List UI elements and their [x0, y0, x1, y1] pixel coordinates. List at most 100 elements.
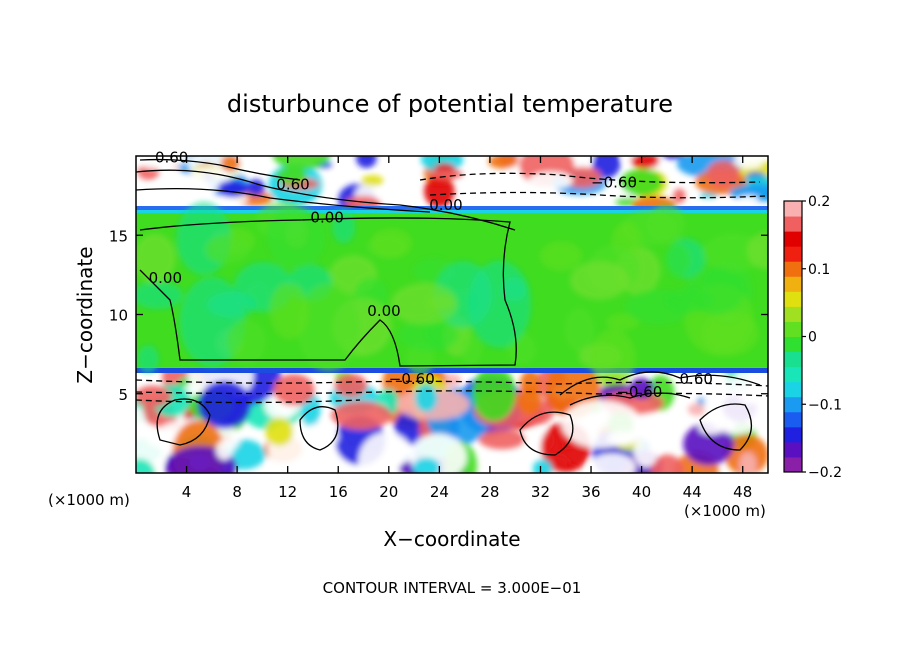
- contour-line: [139, 158, 301, 181]
- x-axis-label: X−coordinate: [383, 527, 520, 551]
- field-blob: [703, 233, 764, 273]
- field-blob: [687, 374, 743, 399]
- field-blob: [227, 319, 267, 365]
- colorbar-swatch: [784, 381, 802, 398]
- field-blob: [517, 385, 542, 416]
- field-blob: [733, 156, 764, 169]
- field-blob: [246, 179, 265, 197]
- colorbar-swatch: [784, 276, 802, 292]
- contour-line: [139, 217, 517, 367]
- colorbar-swatch: [784, 306, 802, 322]
- field-blob: [620, 168, 663, 196]
- field-blob: [687, 403, 708, 416]
- field-blob: [266, 205, 326, 269]
- colorbar-swatch: [784, 411, 802, 428]
- contour-label: 0.00: [310, 209, 343, 227]
- field-blob: [361, 174, 384, 187]
- field-blob: [429, 168, 463, 180]
- field-blob: [424, 175, 455, 208]
- contour-line: [136, 169, 516, 231]
- contour-line-negative: [136, 379, 768, 387]
- x-tick-label: 32: [531, 483, 550, 501]
- colorbar-swatch: [784, 321, 802, 337]
- field-blob: [633, 436, 659, 468]
- colorbar-swatch: [784, 201, 802, 217]
- colorbar-swatch: [784, 366, 802, 383]
- colorbar-swatch: [784, 246, 802, 262]
- colorbar-swatch: [784, 336, 802, 353]
- contour-label: 0.60: [680, 370, 713, 388]
- x-tick-label: 20: [379, 483, 398, 501]
- colorbar-tick-label: −0.1: [808, 397, 842, 413]
- field-blob: [217, 180, 249, 198]
- field-blob: [706, 160, 741, 188]
- field-blob: [136, 188, 168, 206]
- field-blob: [272, 156, 331, 171]
- contour-label: 0.60: [276, 175, 309, 193]
- field-blob: [386, 184, 412, 200]
- colorbar-swatch: [784, 426, 802, 443]
- y-tick-label: 5: [118, 386, 128, 404]
- contour-line-negative: [429, 191, 766, 199]
- field-blob: [334, 373, 368, 398]
- contour-line: [699, 403, 752, 451]
- field-blob: [729, 184, 768, 202]
- colorbar-swatch: [784, 261, 802, 277]
- field-blob: [685, 267, 745, 314]
- field-blob: [746, 232, 768, 270]
- field-blob: [532, 458, 553, 473]
- field-blob: [630, 156, 660, 169]
- field-blob: [528, 171, 574, 190]
- y-tick-label: 10: [109, 307, 128, 325]
- contour-line: [156, 398, 211, 446]
- field-blob: [683, 422, 735, 466]
- field-blob: [606, 431, 639, 446]
- field-blob: [564, 307, 595, 352]
- field-blob: [269, 283, 309, 340]
- chart-title: disturbunce of potential temperature: [227, 90, 673, 118]
- field-blob: [661, 156, 685, 160]
- x-axis-unit: (×1000 m): [48, 491, 130, 509]
- field-blob: [490, 459, 503, 473]
- field-blob: [478, 429, 526, 450]
- y-tick-label: 15: [109, 227, 128, 245]
- field-blob: [356, 156, 377, 168]
- field-blob: [698, 421, 724, 435]
- field-blob: [398, 319, 458, 352]
- contour-line: [569, 392, 691, 406]
- contour-interval-footer: CONTOUR INTERVAL = 3.000E−01: [323, 579, 582, 597]
- colorbar-swatch: [784, 291, 802, 307]
- field-blob: [589, 453, 636, 473]
- field-blob: [472, 365, 516, 422]
- contour-line: [136, 187, 431, 213]
- contour-line: [559, 371, 761, 396]
- field-blob: [605, 313, 640, 331]
- x-tick-label: 40: [632, 483, 651, 501]
- field-blob: [390, 283, 458, 325]
- colorbar-swatch: [784, 456, 802, 473]
- colorbar-tick-label: −0.2: [808, 465, 842, 481]
- field-blob: [461, 336, 482, 366]
- y-axis-label: Z−coordinate: [73, 246, 97, 383]
- field-blob: [296, 283, 361, 372]
- field-blob: [217, 193, 249, 205]
- field-blob: [299, 423, 339, 451]
- colorbar-swatch: [784, 351, 802, 368]
- field-blob: [205, 235, 250, 264]
- x-tick-label: 24: [430, 483, 449, 501]
- field-blob: [273, 373, 315, 406]
- field-blob: [569, 261, 629, 301]
- field-blob: [136, 233, 176, 283]
- field-blob: [137, 345, 159, 374]
- contour-label: −0.60: [616, 383, 662, 401]
- colorbar-swatch: [784, 441, 802, 458]
- colorbar-swatch: [784, 231, 802, 247]
- colorbar-swatch: [784, 216, 802, 232]
- contour-line-negative: [419, 172, 761, 184]
- field-blob: [136, 458, 156, 473]
- colorbar: [783, 200, 803, 473]
- field-blob: [198, 380, 251, 429]
- contour-line-negative: [136, 399, 361, 404]
- z-axis-unit: (×1000 m): [684, 502, 766, 520]
